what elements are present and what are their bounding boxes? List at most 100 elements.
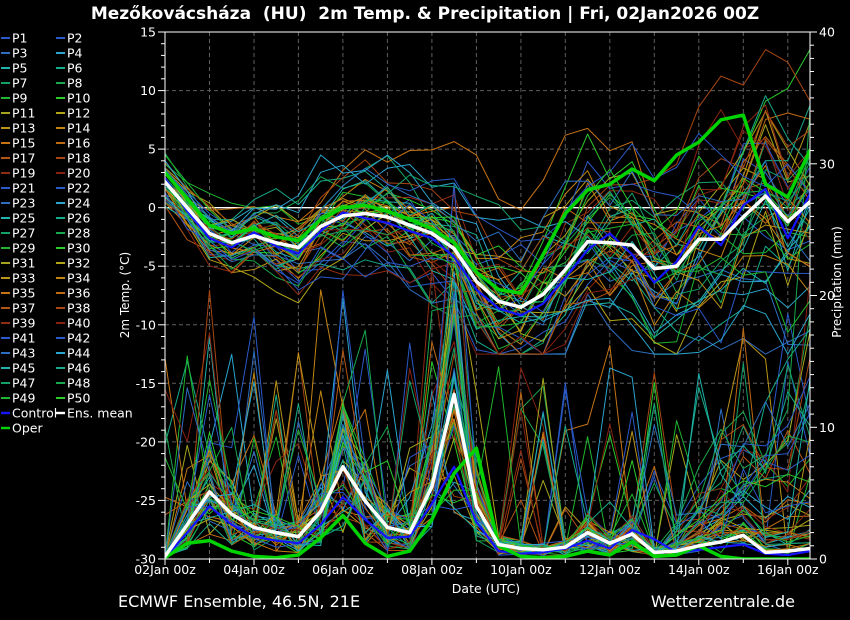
y-right-tick-label: 40 [819,25,835,40]
y-left-tick-label: -5 [144,259,156,274]
legend-label-p19: P19 [12,166,35,181]
x-axis-tick-label: 06Jan 00z [312,562,374,577]
legend-label-p11: P11 [12,106,35,121]
legend-label-p45: P45 [12,361,35,376]
legend-label-p12: P12 [67,106,90,121]
ensemble-member-temp-line [165,168,810,280]
axis-tick-labels: -30 -25 -20 -15 -10 -5 0 5 10 15 0 10 20 30 40 02Jan 00… [134,25,835,578]
x-axis-tick-label: 08Jan 00z [401,562,463,577]
legend-label-p49: P49 [12,391,35,406]
ensemble-member-temp-line [165,173,810,281]
oper-temp-line [165,113,810,295]
ensemble-member-temp-line [165,160,810,262]
legend-label-p27: P27 [12,226,35,241]
ensemble-member-temp-line [165,136,810,301]
y-left-tick-label: 0 [148,200,156,215]
ensemble-member-precip-line [165,409,810,557]
ensemble-member-temp-line [165,95,810,309]
x-axis-tick-label: 02Jan 00z [134,562,196,577]
precip-axis-title: Precipitation (mm) [830,226,844,338]
y-right-tick-label: 10 [819,420,835,435]
legend-label-p35: P35 [12,286,35,301]
legend-label-p6: P6 [67,61,83,76]
ensemble-member-temp-line [165,105,810,303]
ensemble-member-temp-line [165,111,810,303]
legend-label-p44: P44 [67,346,90,361]
main-series-lines [165,113,810,559]
legend-label-p22: P22 [67,181,90,196]
footer-station-info: ECMWF Ensemble, 46.5N, 21E [118,592,360,611]
legend-label-p26: P26 [67,211,90,226]
legend-label-p20: P20 [67,166,90,181]
ensemble-member-temp-line [165,179,810,333]
ensemble-member-temp-line [165,124,810,342]
ensemble-member-temp-line [165,193,810,355]
x-axis-tick-label: 04Jan 00z [223,562,285,577]
legend-label-p43: P43 [12,346,35,361]
axis-ticks [158,31,817,565]
legend-label-p46: P46 [67,361,90,376]
legend-label-p42: P42 [67,331,90,346]
y-left-tick-label: -10 [136,317,156,332]
legend-label-p23: P23 [12,196,35,211]
legend-label-p37: P37 [12,301,35,316]
legend-label-p2: P2 [67,31,83,46]
legend-label-p40: P40 [67,316,90,331]
ensemble-member-temp-line [165,130,810,355]
legend-label-p47: P47 [12,376,35,391]
legend-label-ens-mean: Ens. mean [67,406,133,421]
y-right-tick-label: 20 [819,288,835,303]
legend-label-p4: P4 [67,46,83,61]
legend-label-p34: P34 [67,271,90,286]
ensemble-member-temp-line [165,164,810,334]
y-left-tick-label: -25 [136,493,156,508]
legend-label-p28: P28 [67,226,90,241]
legend-label-p9: P9 [12,91,28,106]
temp-axis-title: 2m Temp. (°C) [118,252,132,339]
y-left-tick-label: -20 [136,434,156,449]
legend-label-p21: P21 [12,181,35,196]
ensemble-member-temp-line [165,163,810,350]
legend-label-p3: P3 [12,46,28,61]
legend-label-p17: P17 [12,151,35,166]
ensemble-member-temp-line [165,199,810,272]
legend-label-p8: P8 [67,76,83,91]
legend-label-p5: P5 [12,61,28,76]
legend-label-p18: P18 [67,151,90,166]
legend-label-p24: P24 [67,196,90,211]
ensemble-member-temp-line [165,186,810,310]
legend-label-p30: P30 [67,241,90,256]
ensemble-member-temp-line [165,180,810,324]
legend-label-p33: P33 [12,271,35,286]
y-left-tick-label: 5 [148,142,156,157]
ens-mean-precip-line [165,392,810,559]
legend-label-p50: P50 [67,391,90,406]
footer-watermark: Wetterzentrale.de [651,592,795,611]
control-temp-line [165,177,810,317]
legend-label-p31: P31 [12,256,35,271]
ensemble-member-temp-line [165,104,810,299]
legend-label-p1: P1 [12,31,28,46]
x-axis-tick-label: 16Jan 00z [757,562,819,577]
y-left-tick-label: 15 [140,25,156,40]
ensemble-member-precip-line [165,403,810,555]
legend-label-p32: P32 [67,256,90,271]
date-axis-title: Date (UTC) [452,581,520,596]
legend-label-p38: P38 [67,301,90,316]
legend-label-p15: P15 [12,136,35,151]
legend-label-p48: P48 [67,376,90,391]
x-axis-tick-label: 10Jan 00z [490,562,552,577]
legend-label-p14: P14 [67,121,90,136]
legend-label-p13: P13 [12,121,35,136]
legend-label-p41: P41 [12,331,35,346]
ensemble-member-precip-line [165,366,810,556]
legend-label-p25: P25 [12,211,35,226]
oper-precip-line [165,446,810,559]
x-axis-tick-label: 14Jan 00z [668,562,730,577]
ens-mean-temp-line [165,180,810,309]
legend-label-p10: P10 [67,91,90,106]
y-right-tick-label: 30 [819,156,835,171]
y-left-tick-label: 10 [140,83,156,98]
